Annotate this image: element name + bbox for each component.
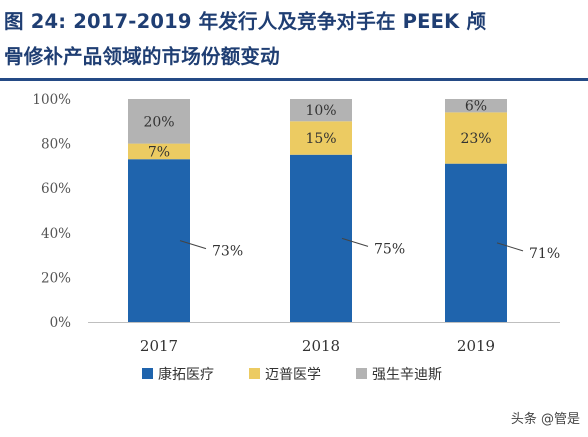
legend-label: 强生辛迪斯 (372, 367, 442, 383)
data-label: 23% (460, 131, 491, 147)
bar-segment (128, 143, 190, 160)
title-line-2: 骨修补产品领域的市场份额变动 (4, 45, 280, 68)
data-label: 20% (143, 114, 174, 130)
data-label: 7% (148, 144, 170, 160)
data-label: 6% (465, 99, 487, 115)
data-label: 10% (305, 103, 336, 119)
x-tick-label: 2017 (140, 337, 178, 355)
title-underline (0, 78, 588, 81)
bar-segment (445, 112, 507, 164)
legend-swatch (249, 368, 260, 379)
y-tick-label: 20% (41, 270, 71, 286)
bar-segment (128, 99, 190, 144)
legend-label: 迈普医学 (265, 367, 321, 383)
y-tick-label: 40% (41, 226, 71, 242)
bar-segment (445, 163, 507, 322)
data-label: 71% (529, 246, 560, 262)
bar-segment (128, 159, 190, 322)
label-leader-line (341, 237, 369, 247)
data-label: 15% (305, 131, 336, 147)
y-tick-label: 100% (32, 92, 71, 108)
bar-segment (445, 99, 507, 113)
data-label: 73% (212, 244, 243, 260)
title-line-1: 图 24: 2017-2019 年发行人及竞争对手在 PEEK 颅 (4, 10, 487, 33)
y-tick-label: 0% (50, 315, 72, 331)
label-leader-line (179, 240, 207, 250)
bar-segment (290, 99, 352, 122)
x-tick-label: 2019 (457, 337, 495, 355)
legend-swatch (142, 368, 153, 379)
label-leader-line (496, 242, 524, 252)
chart-title: 图 24: 2017-2019 年发行人及竞争对手在 PEEK 颅 骨修补产品领… (0, 0, 588, 80)
data-label: 75% (374, 241, 405, 257)
bar-segment (290, 154, 352, 322)
legend-swatch (356, 368, 367, 379)
x-tick-label: 2018 (302, 337, 340, 355)
legend-label: 康拓医疗 (158, 366, 214, 383)
chart-area: 0% 20% 40% 60% 80% 100% 2017 2018 2019 73% 7% 20% 7… (0, 82, 588, 433)
stacked-bar-chart: 0% 20% 40% 60% 80% 100% 2017 2018 2019 73% 7% 20% 7… (32, 92, 560, 383)
watermark: 头条 @管是 (510, 412, 580, 427)
y-tick-label: 60% (41, 181, 71, 197)
y-tick-label: 80% (41, 137, 71, 153)
bar-segment (290, 121, 352, 155)
